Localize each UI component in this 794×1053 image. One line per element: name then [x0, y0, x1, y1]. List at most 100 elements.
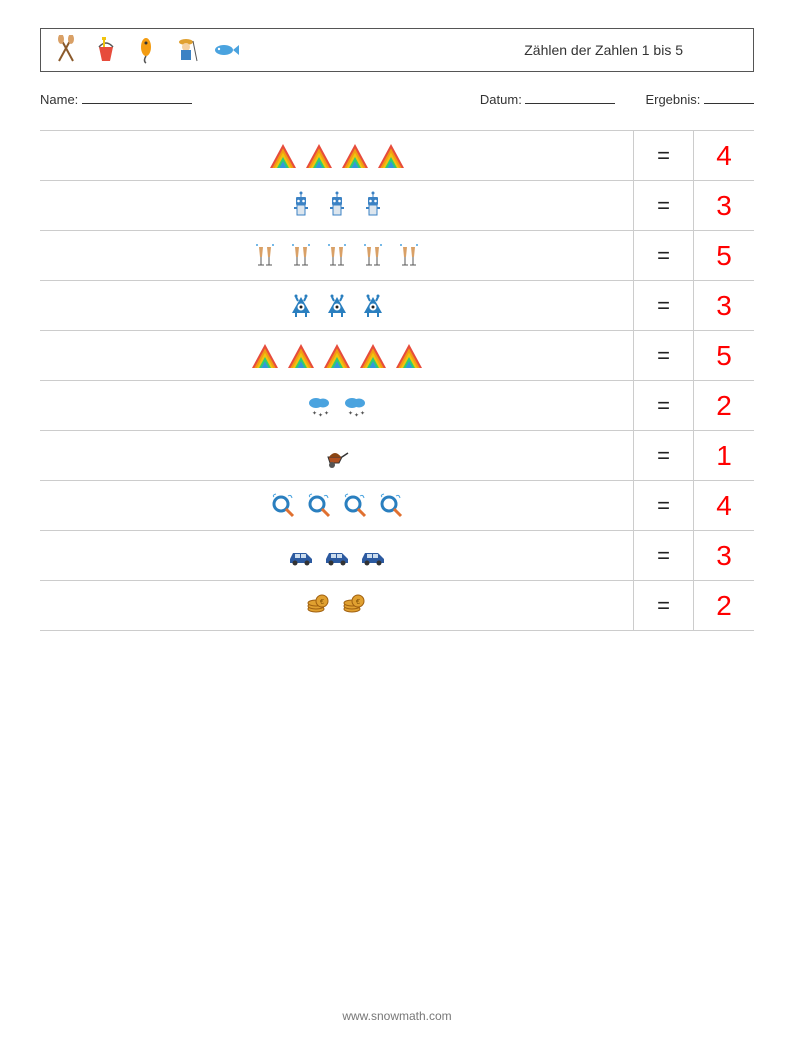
name-label: Name: [40, 92, 192, 107]
objects-cell [40, 331, 634, 380]
equals-cell: = [634, 431, 694, 480]
triangle-rainbow-icon [322, 341, 352, 371]
answer-cell: 4 [694, 131, 754, 180]
fisherman-icon [171, 35, 201, 65]
fish-icon [211, 35, 241, 65]
svg-text:✦: ✦ [324, 410, 329, 417]
triangle-rainbow-icon [268, 141, 298, 171]
objects-cell [40, 231, 634, 280]
answer-cell: 3 [694, 181, 754, 230]
table-row: ✦✦✦✦✦✦=2 [40, 381, 754, 431]
toast-glasses-icon [358, 241, 388, 271]
equals-cell: = [634, 281, 694, 330]
rain-cloud-icon: ✦✦✦ [340, 391, 370, 421]
svg-text:€: € [356, 599, 360, 606]
triangle-rainbow-icon [304, 141, 334, 171]
header-bar: Zählen der Zahlen 1 bis 5 [40, 28, 754, 72]
robot-blue-icon [358, 191, 388, 221]
magnifier-icon [376, 491, 406, 521]
triangle-rainbow-icon [250, 341, 280, 371]
answer-cell: 2 [694, 581, 754, 630]
result-label-text: Ergebnis: [645, 92, 700, 107]
alien-blue-icon [358, 291, 388, 321]
magnifier-icon [304, 491, 334, 521]
equals-cell: = [634, 231, 694, 280]
toast-glasses-icon [286, 241, 316, 271]
result-label: Ergebnis: [645, 92, 754, 107]
table-row: =3 [40, 181, 754, 231]
equals-cell: = [634, 131, 694, 180]
svg-text:✦: ✦ [354, 412, 359, 419]
triangle-rainbow-icon [340, 141, 370, 171]
name-blank[interactable] [82, 92, 192, 104]
table-row: =3 [40, 281, 754, 331]
car-blue-icon [286, 541, 316, 571]
svg-text:€: € [320, 599, 324, 606]
alien-blue-icon [286, 291, 316, 321]
objects-cell: €€ [40, 581, 634, 630]
svg-text:✦: ✦ [360, 410, 365, 417]
robot-blue-icon [322, 191, 352, 221]
triangle-rainbow-icon [358, 341, 388, 371]
toast-glasses-icon [250, 241, 280, 271]
wheelbarrow-icon [322, 441, 352, 471]
objects-cell [40, 531, 634, 580]
objects-cell: ✦✦✦✦✦✦ [40, 381, 634, 430]
meta-row: Name: Datum: Ergebnis: [40, 92, 754, 107]
toast-glasses-icon [322, 241, 352, 271]
table-row: =4 [40, 131, 754, 181]
equals-cell: = [634, 581, 694, 630]
equals-cell: = [634, 181, 694, 230]
answer-cell: 1 [694, 431, 754, 480]
alien-blue-icon [322, 291, 352, 321]
table-row: =3 [40, 531, 754, 581]
answer-cell: 2 [694, 381, 754, 430]
magnifier-icon [340, 491, 370, 521]
objects-cell [40, 181, 634, 230]
bucket-icon [91, 35, 121, 65]
footer-url: www.snowmath.com [0, 1009, 794, 1023]
car-blue-icon [322, 541, 352, 571]
table-row: €€=2 [40, 581, 754, 631]
svg-text:✦: ✦ [312, 410, 317, 417]
objects-cell [40, 481, 634, 530]
svg-text:✦: ✦ [348, 410, 353, 417]
objects-cell [40, 431, 634, 480]
coins-icon: € [340, 591, 370, 621]
equals-cell: = [634, 481, 694, 530]
toast-glasses-icon [394, 241, 424, 271]
table-row: =5 [40, 231, 754, 281]
answer-cell: 5 [694, 231, 754, 280]
equals-cell: = [634, 331, 694, 380]
table-row: =1 [40, 431, 754, 481]
date-label: Datum: [480, 92, 616, 107]
triangle-rainbow-icon [286, 341, 316, 371]
worksheet-title: Zählen der Zahlen 1 bis 5 [524, 42, 683, 58]
answer-cell: 3 [694, 531, 754, 580]
worksheet-table: =4=3=5=3=5✦✦✦✦✦✦=2=1=4=3€€=2 [40, 130, 754, 631]
header-icons [41, 35, 241, 65]
objects-cell [40, 281, 634, 330]
answer-cell: 4 [694, 481, 754, 530]
oars-icon [51, 35, 81, 65]
triangle-rainbow-icon [394, 341, 424, 371]
answer-cell: 3 [694, 281, 754, 330]
date-label-text: Datum: [480, 92, 522, 107]
date-blank[interactable] [525, 92, 615, 104]
coins-icon: € [304, 591, 334, 621]
table-row: =5 [40, 331, 754, 381]
result-blank[interactable] [704, 92, 754, 104]
car-blue-icon [358, 541, 388, 571]
robot-blue-icon [286, 191, 316, 221]
equals-cell: = [634, 381, 694, 430]
lure-icon [131, 35, 161, 65]
name-label-text: Name: [40, 92, 78, 107]
table-row: =4 [40, 481, 754, 531]
magnifier-icon [268, 491, 298, 521]
triangle-rainbow-icon [376, 141, 406, 171]
rain-cloud-icon: ✦✦✦ [304, 391, 334, 421]
equals-cell: = [634, 531, 694, 580]
objects-cell [40, 131, 634, 180]
answer-cell: 5 [694, 331, 754, 380]
svg-text:✦: ✦ [318, 412, 323, 419]
